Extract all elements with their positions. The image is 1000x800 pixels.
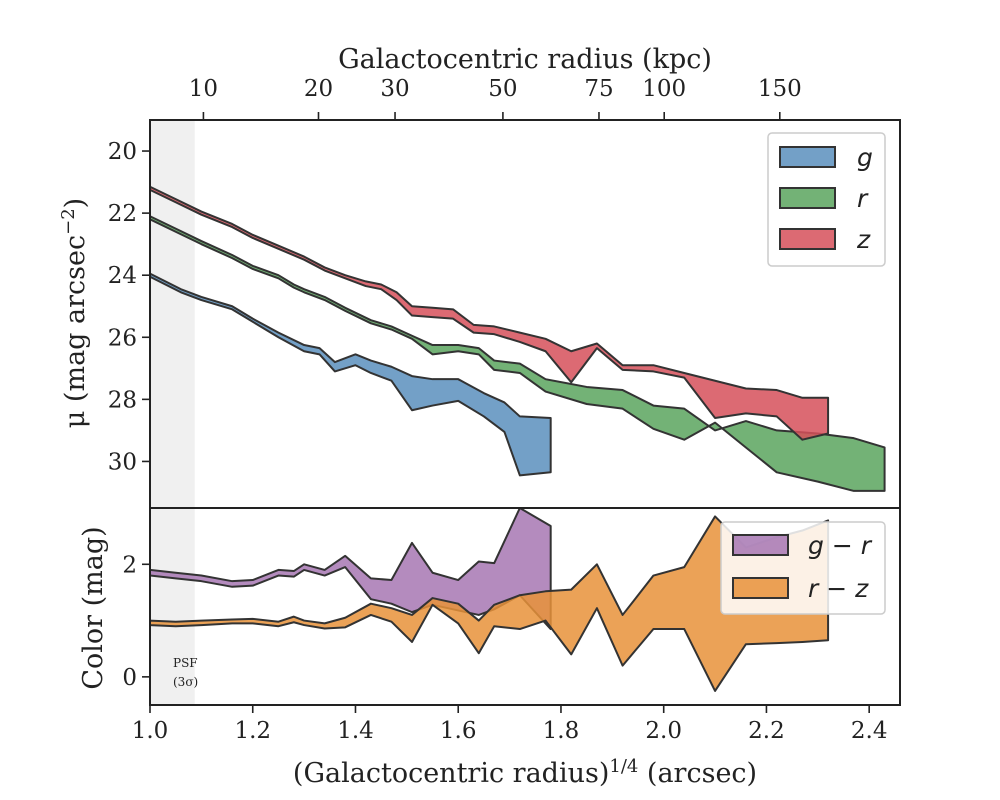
top-panel-ylabel-tail: ) [60,198,91,209]
ytick-label-top: 24 [108,263,137,289]
color-band-1 [150,515,830,692]
bottom-panel-frame [149,507,901,706]
xtick-label: 1.8 [543,718,580,744]
kpc-tick-label: 20 [304,76,333,102]
psf-shade-bottom [150,508,195,705]
top-axis-title: Galactocentric radius (kpc) [338,44,712,75]
bottom-panel-ylabel: Color (mag) [78,526,109,689]
legend-top: grz [767,132,886,267]
kpc-tick-label: 150 [758,76,802,102]
legend-label-color-0: g − r [808,531,873,560]
band-g [149,272,552,477]
kpc-tick-label: 100 [642,76,686,102]
top-panel-ylabel: μ (mag arcsec−2) [58,198,91,428]
top-panel-ylabel-main: μ (mag arcsec [60,235,91,428]
xtick-label: 2.0 [645,718,682,744]
legend-label-g: g [857,143,873,172]
legend-label-z: z [856,225,871,254]
ytick-label-bottom: 2 [122,552,137,578]
legend-swatch-r [779,187,836,209]
legend-swatch-color-1 [732,577,789,599]
ytick-label-top: 20 [108,139,137,165]
legend-swatch-color-0 [732,534,789,556]
kpc-tick-label: 30 [380,76,409,102]
x-axis-title-main: (Galactocentric radius) [293,758,609,789]
kpc-tick-label: 50 [488,76,517,102]
top-panel-ylabel-sup: −2 [58,208,79,235]
xtick-label: 1.4 [337,718,374,744]
bottom-panel: 0 2 1.0 1.2 1.4 1.6 1.8 2.0 2.2 2.4 PSF (3σ) g − r r … [122,507,901,744]
band-z [149,185,830,441]
xtick-label: 1.2 [234,718,271,744]
kpc-tick-label: 10 [189,76,218,102]
ytick-label-top: 28 [108,387,137,413]
x-axis-title-tail: (arcsec) [638,758,757,789]
ytick-label-bottom: 0 [122,665,137,691]
x-axis-title: (Galactocentric radius)1/4 (arcsec) [293,756,757,789]
legend-bottom: g − r r − z [720,521,886,615]
xtick-label: 1.6 [440,718,477,744]
xtick-label: 1.0 [132,718,169,744]
legend-swatch-z [779,228,836,250]
ytick-label-top: 30 [108,449,137,475]
x-axis-title-sup: 1/4 [609,756,638,777]
ytick-label-top: 26 [108,325,137,351]
top-panel: 20 22 24 26 28 30 10 20 30 50 75 100 150 grz [108,76,901,509]
legend-swatch-g [779,146,836,168]
legend-label-r: r [857,184,869,213]
psf-shade-top [150,120,195,508]
color-band-0 [150,508,552,631]
xtick-label: 2.2 [748,718,785,744]
kpc-tick-label: 75 [584,76,613,102]
ytick-label-top: 22 [108,201,137,227]
psf-annotation: PSF [173,656,198,670]
psf-annotation-sigma: (3σ) [173,675,198,689]
xtick-label: 2.4 [851,718,888,744]
band-r [149,215,886,492]
legend-label-color-1: r − z [808,574,869,603]
